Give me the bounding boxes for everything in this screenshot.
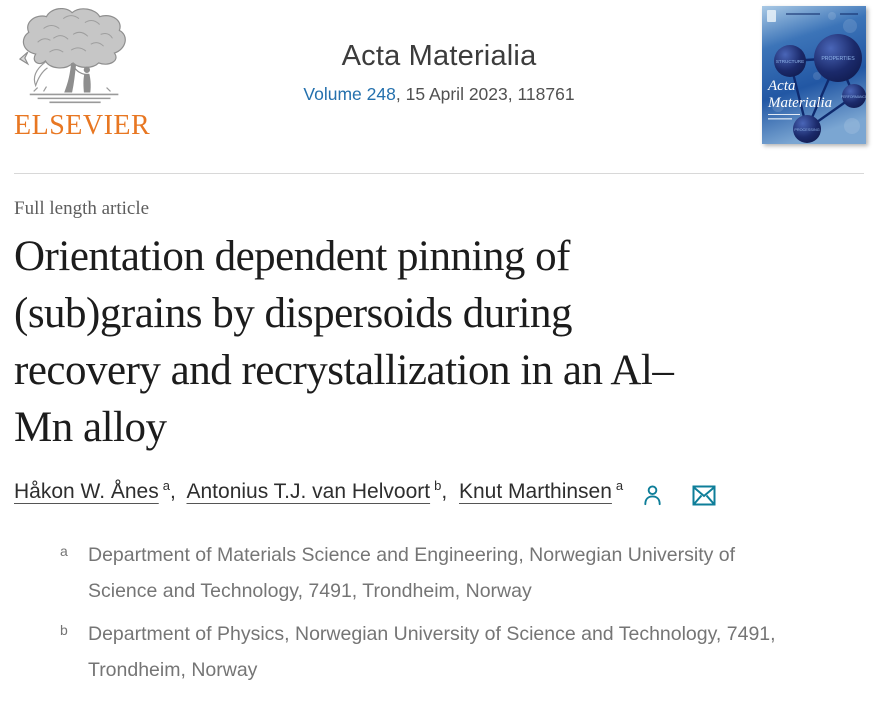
cover-node-structure: STRUCTURE	[776, 59, 804, 64]
issue-date-text: , 15 April 2023, 118761	[395, 84, 575, 104]
elsevier-wordmark: ELSEVIER	[14, 110, 151, 141]
article-title-line: Mn alloy	[14, 404, 167, 451]
author-list: Håkon W. Ånes a, Antonius T.J. van Helvoo…	[14, 478, 864, 507]
cover-masthead-decor	[767, 10, 858, 22]
journal-cover-art: STRUCTURE PROPERTIES PERFORMANCE PROCESS…	[762, 6, 866, 144]
cover-node-performance: PERFORMANCE	[841, 95, 866, 99]
journal-header: ELSEVIER Acta Materialia Volume 248, 15 …	[0, 0, 878, 173]
cover-title-line2: Materialia	[767, 95, 832, 111]
journal-info: Acta Materialia Volume 248, 15 April 202…	[150, 40, 728, 105]
elsevier-logo[interactable]: ELSEVIER	[14, 8, 184, 142]
header-divider	[14, 173, 864, 174]
affiliation-text: Department of Materials Science and Engi…	[88, 544, 736, 602]
affiliation-a: a Department of Materials Science and En…	[14, 537, 808, 609]
cover-title-line1: Acta	[767, 78, 796, 94]
author-profile-icon[interactable]	[641, 484, 664, 507]
author-separator: ,	[441, 480, 448, 503]
author-action-icons	[641, 483, 716, 507]
author-link-van-helvoort[interactable]: Antonius T.J. van Helvoort	[186, 480, 431, 503]
article-title-line: Orientation dependent pinning of	[14, 233, 571, 280]
author-link-marthinsen[interactable]: Knut Marthinsen	[459, 480, 612, 503]
volume-link[interactable]: Volume 248	[303, 84, 396, 104]
elsevier-tree-icon	[18, 8, 126, 104]
affiliation-list: a Department of Materials Science and En…	[14, 537, 864, 688]
cover-node-processing: PROCESSING	[794, 128, 819, 132]
author-affil-sup: a	[162, 478, 170, 493]
affiliation-sup: b	[60, 622, 68, 638]
article-title: Orientation dependent pinning of (sub)gr…	[14, 228, 864, 456]
affiliation-b: b Department of Physics, Norwegian Unive…	[14, 616, 808, 688]
article-title-line: (sub)grains by dispersoids during	[14, 290, 572, 337]
issue-line: Volume 248, 15 April 2023, 118761	[150, 84, 728, 105]
affiliation-sup: a	[60, 543, 68, 559]
cover-node-properties: PROPERTIES	[821, 56, 855, 62]
journal-title: Acta Materialia	[341, 40, 537, 72]
article-title-line: recovery and recrystallization in an Al–	[14, 347, 674, 394]
article-type-label: Full length article	[14, 198, 150, 219]
author-link-anes[interactable]: Håkon W. Ånes	[14, 480, 159, 503]
author-affil-sup: a	[615, 478, 624, 493]
article-content: Full length article Orientation dependen…	[14, 174, 864, 695]
author-separator: ,	[169, 480, 176, 503]
email-icon[interactable]	[692, 485, 716, 506]
author-affil-sup: b	[434, 478, 442, 493]
affiliation-text: Department of Physics, Norwegian Univers…	[88, 623, 776, 681]
journal-cover-thumbnail[interactable]: STRUCTURE PROPERTIES PERFORMANCE PROCESS…	[762, 6, 866, 144]
